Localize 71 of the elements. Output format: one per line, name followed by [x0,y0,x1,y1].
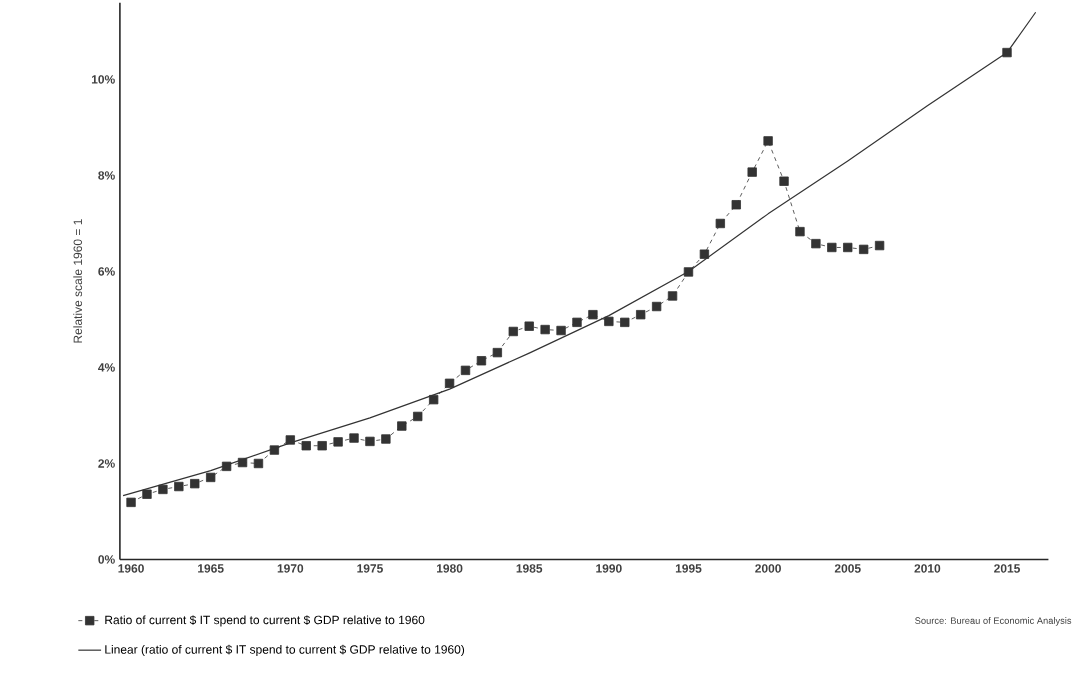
point [285,435,295,445]
y-tick-label: 8% [98,171,115,180]
x-tick-label: 1975 [357,564,383,573]
point [253,458,264,469]
x-tick-label: 2005 [834,564,861,573]
point [715,218,725,229]
point [142,489,152,499]
legend-label: Linear (ratio of current $ IT spend to current $ GDP relative to 1960) [105,644,465,657]
point [843,242,853,253]
x-tick-label: 1990 [596,564,622,573]
point [811,238,821,249]
point [827,242,837,253]
point [683,267,694,277]
point [444,378,455,388]
point [174,481,184,492]
point [237,457,248,468]
point [365,436,375,447]
point [381,434,391,444]
x-tick-label: 1995 [675,564,702,573]
point [349,433,359,443]
point [397,421,407,431]
point [492,347,503,358]
point [795,226,805,237]
point [763,136,773,146]
y-tick-label: 6% [98,267,115,276]
point [158,484,168,495]
y-tick-label: 4% [98,363,115,372]
point [126,497,136,508]
point [604,316,614,327]
point [779,176,789,186]
x-tick-label: 1970 [277,564,304,573]
point [317,441,327,451]
point [620,317,630,327]
x-tick-label: 2010 [914,564,941,573]
point [667,291,678,301]
x-tick-label: 1985 [516,564,543,573]
y-tick-label: 0% [98,555,115,564]
y-tick-label: 10% [91,75,115,84]
point [476,356,487,366]
point [540,324,550,335]
point [333,437,343,447]
point [206,472,216,483]
point [859,244,869,255]
x-tick-label: 2000 [755,564,781,573]
point [572,317,582,327]
point [428,394,439,405]
point [747,167,757,177]
legend-label: Ratio of current $ IT spend to current $ GDP relative to 1960 [105,615,425,627]
x-tick-label: 2015 [994,564,1020,573]
point [636,310,646,320]
point [556,325,566,336]
point [508,326,518,337]
point [413,411,423,422]
point [588,310,598,320]
source-note: Source: Bureau of Economic Analysis [915,617,1072,626]
point [460,365,471,376]
point [269,445,280,455]
point [221,461,232,472]
point [651,301,662,312]
point [190,478,200,489]
point [699,249,710,259]
point [731,200,741,210]
x-tick-label: 1960 [118,564,144,573]
point [1002,47,1012,58]
y-tick-label: 2% [98,459,115,468]
point [874,240,885,251]
x-tick-label: 1965 [198,564,224,573]
point [301,441,311,451]
point [524,321,534,331]
x-tick-label: 1980 [437,564,463,573]
y-axis-title: Relative scale 1960 = 1 [73,219,83,343]
